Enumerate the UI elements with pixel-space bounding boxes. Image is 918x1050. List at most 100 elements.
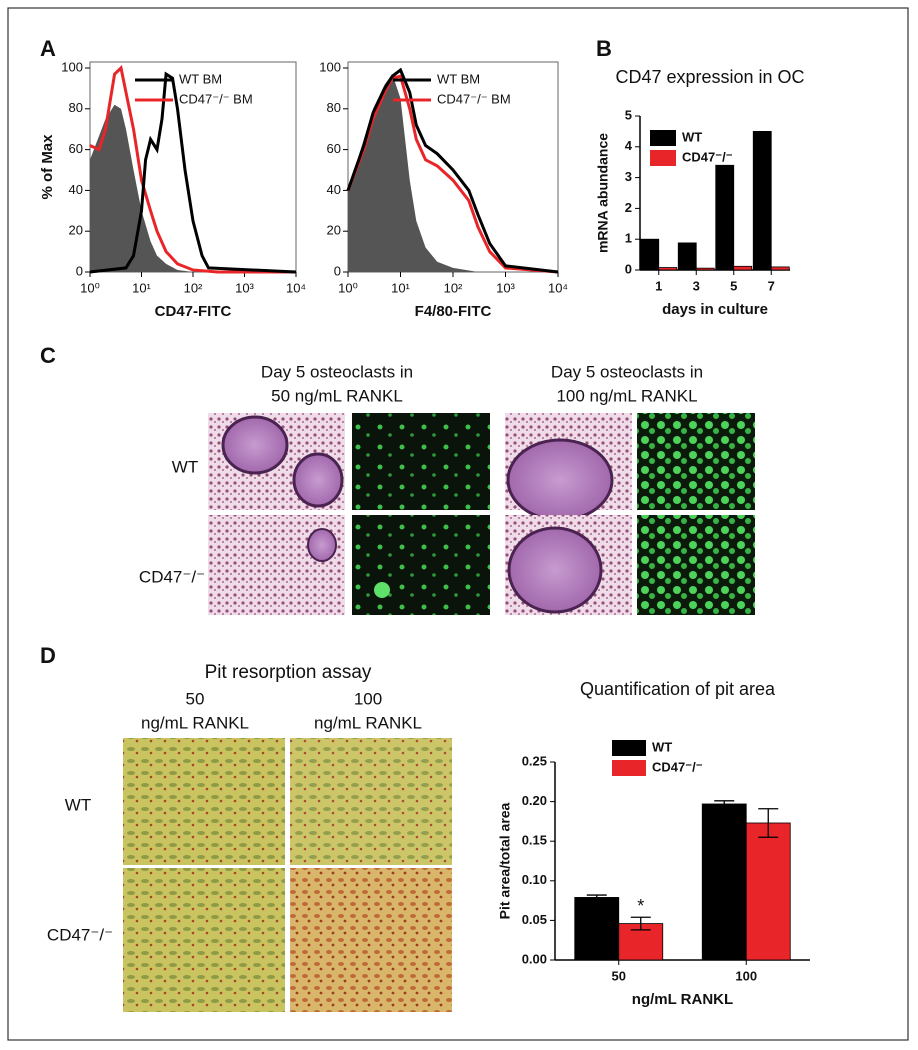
y-tick-label: 0.05 <box>522 912 547 927</box>
legend-label: WT <box>652 739 672 754</box>
y-tick-label: 60 <box>327 141 341 156</box>
x-tick-label: 10² <box>184 280 203 295</box>
x-axis-label: F4/80-FITC <box>415 303 492 320</box>
x-axis-label: CD47-FITC <box>155 303 232 320</box>
histogram-line <box>346 74 559 274</box>
y-tick-label: 20 <box>69 223 83 238</box>
y-axis-label: Pit area/total area <box>497 802 513 919</box>
y-tick-label: 60 <box>69 141 83 156</box>
bar <box>752 130 772 271</box>
panel-letter: D <box>40 643 56 668</box>
micrographs-d <box>123 738 452 1012</box>
y-tick-label: 2 <box>625 200 632 215</box>
legend-label: CD47⁻/⁻ BM <box>437 91 511 106</box>
histogram-line <box>89 71 297 274</box>
chart-title: CD47 expression in OC <box>615 67 804 87</box>
y-tick-label: 0.00 <box>522 951 547 966</box>
legend-label: CD47⁻/⁻ <box>682 149 733 164</box>
x-tick-label: 10² <box>444 280 463 295</box>
x-tick-label: 3 <box>693 278 700 293</box>
x-tick-label: 10³ <box>496 280 515 295</box>
y-axis-label: mRNA abundance <box>595 133 611 253</box>
panel-title: Pit resorption assay <box>205 662 372 683</box>
bar <box>770 266 790 271</box>
histogram-area <box>90 104 296 272</box>
y-tick-label: 100 <box>61 59 83 74</box>
row-label: CD47⁻/⁻ <box>139 567 205 586</box>
histogram-line <box>346 67 559 274</box>
x-tick-label: 7 <box>768 278 775 293</box>
y-tick-label: 3 <box>625 169 632 184</box>
y-tick-label: 40 <box>327 182 341 197</box>
y-tick-label: 4 <box>625 138 633 153</box>
y-tick-label: 20 <box>327 223 341 238</box>
error-bar <box>630 916 651 931</box>
bar <box>695 267 715 271</box>
column-title: 50 <box>186 689 205 708</box>
x-tick-label: 1 <box>655 278 662 293</box>
y-tick-label: 0 <box>76 263 83 278</box>
column-title: 100 <box>354 689 382 708</box>
column-title: Day 5 osteoclasts in <box>551 362 703 381</box>
error-bar <box>714 800 735 808</box>
row-label: WT <box>65 795 91 814</box>
x-tick-label: 50 <box>612 968 626 983</box>
histogram-line <box>89 65 296 274</box>
legend-label: WT <box>682 129 702 144</box>
legend-swatch <box>650 130 676 146</box>
x-axis-label: days in culture <box>662 301 768 318</box>
row-label: WT <box>172 457 198 476</box>
column-title: ng/mL RANKL <box>141 713 249 732</box>
legend-swatch <box>612 740 646 756</box>
row-label: CD47⁻/⁻ <box>47 925 113 944</box>
x-tick-label: 10⁰ <box>80 280 100 295</box>
bar <box>640 238 660 271</box>
y-tick-label: 0 <box>625 261 632 276</box>
legend-swatch <box>612 760 646 776</box>
column-title: 100 ng/mL RANKL <box>556 386 697 405</box>
bar <box>677 242 697 271</box>
panel-letter: C <box>40 343 56 368</box>
y-axis-label: % of Max <box>39 134 56 200</box>
legend-label: WT BM <box>179 71 222 86</box>
micrographs-c <box>208 413 755 615</box>
x-tick-label: 10⁴ <box>548 280 568 295</box>
y-tick-label: 80 <box>327 100 341 115</box>
column-title: ng/mL RANKL <box>314 713 422 732</box>
y-tick-label: 0 <box>334 263 341 278</box>
y-tick-label: 5 <box>625 107 632 122</box>
y-tick-label: 0.25 <box>522 753 547 768</box>
y-tick-label: 0.20 <box>522 793 547 808</box>
legend-label: CD47⁻/⁻ BM <box>179 91 253 106</box>
y-tick-label: 80 <box>69 100 83 115</box>
y-tick-label: 40 <box>69 182 83 197</box>
y-tick-label: 0.10 <box>522 872 547 887</box>
bar <box>701 803 747 961</box>
legend-label: CD47⁻/⁻ <box>652 759 703 774</box>
bar <box>658 267 678 271</box>
y-tick-label: 100 <box>319 59 341 74</box>
x-tick-label: 5 <box>730 278 737 293</box>
column-title: Day 5 osteoclasts in <box>261 362 413 381</box>
bar <box>715 164 735 271</box>
error-bar <box>758 808 779 838</box>
error-bar <box>586 894 607 901</box>
legend-swatch <box>650 150 676 166</box>
legend-label: WT BM <box>437 71 480 86</box>
x-axis-label: ng/mL RANKL <box>632 991 733 1008</box>
x-tick-label: 10³ <box>235 280 254 295</box>
y-tick-label: 1 <box>625 231 632 246</box>
bar <box>745 822 791 961</box>
panel-letter: B <box>596 36 612 61</box>
column-title: 50 ng/mL RANKL <box>271 386 403 405</box>
panel-letter: A <box>40 36 56 61</box>
x-tick-label: 10¹ <box>132 280 151 295</box>
y-tick-label: 0.15 <box>522 833 547 848</box>
annotation: * <box>637 896 644 916</box>
chart-title: Quantification of pit area <box>580 679 776 699</box>
histogram-area <box>348 74 558 273</box>
figure-border <box>7 7 909 1041</box>
x-tick-label: 10¹ <box>391 280 410 295</box>
bar <box>733 265 753 271</box>
